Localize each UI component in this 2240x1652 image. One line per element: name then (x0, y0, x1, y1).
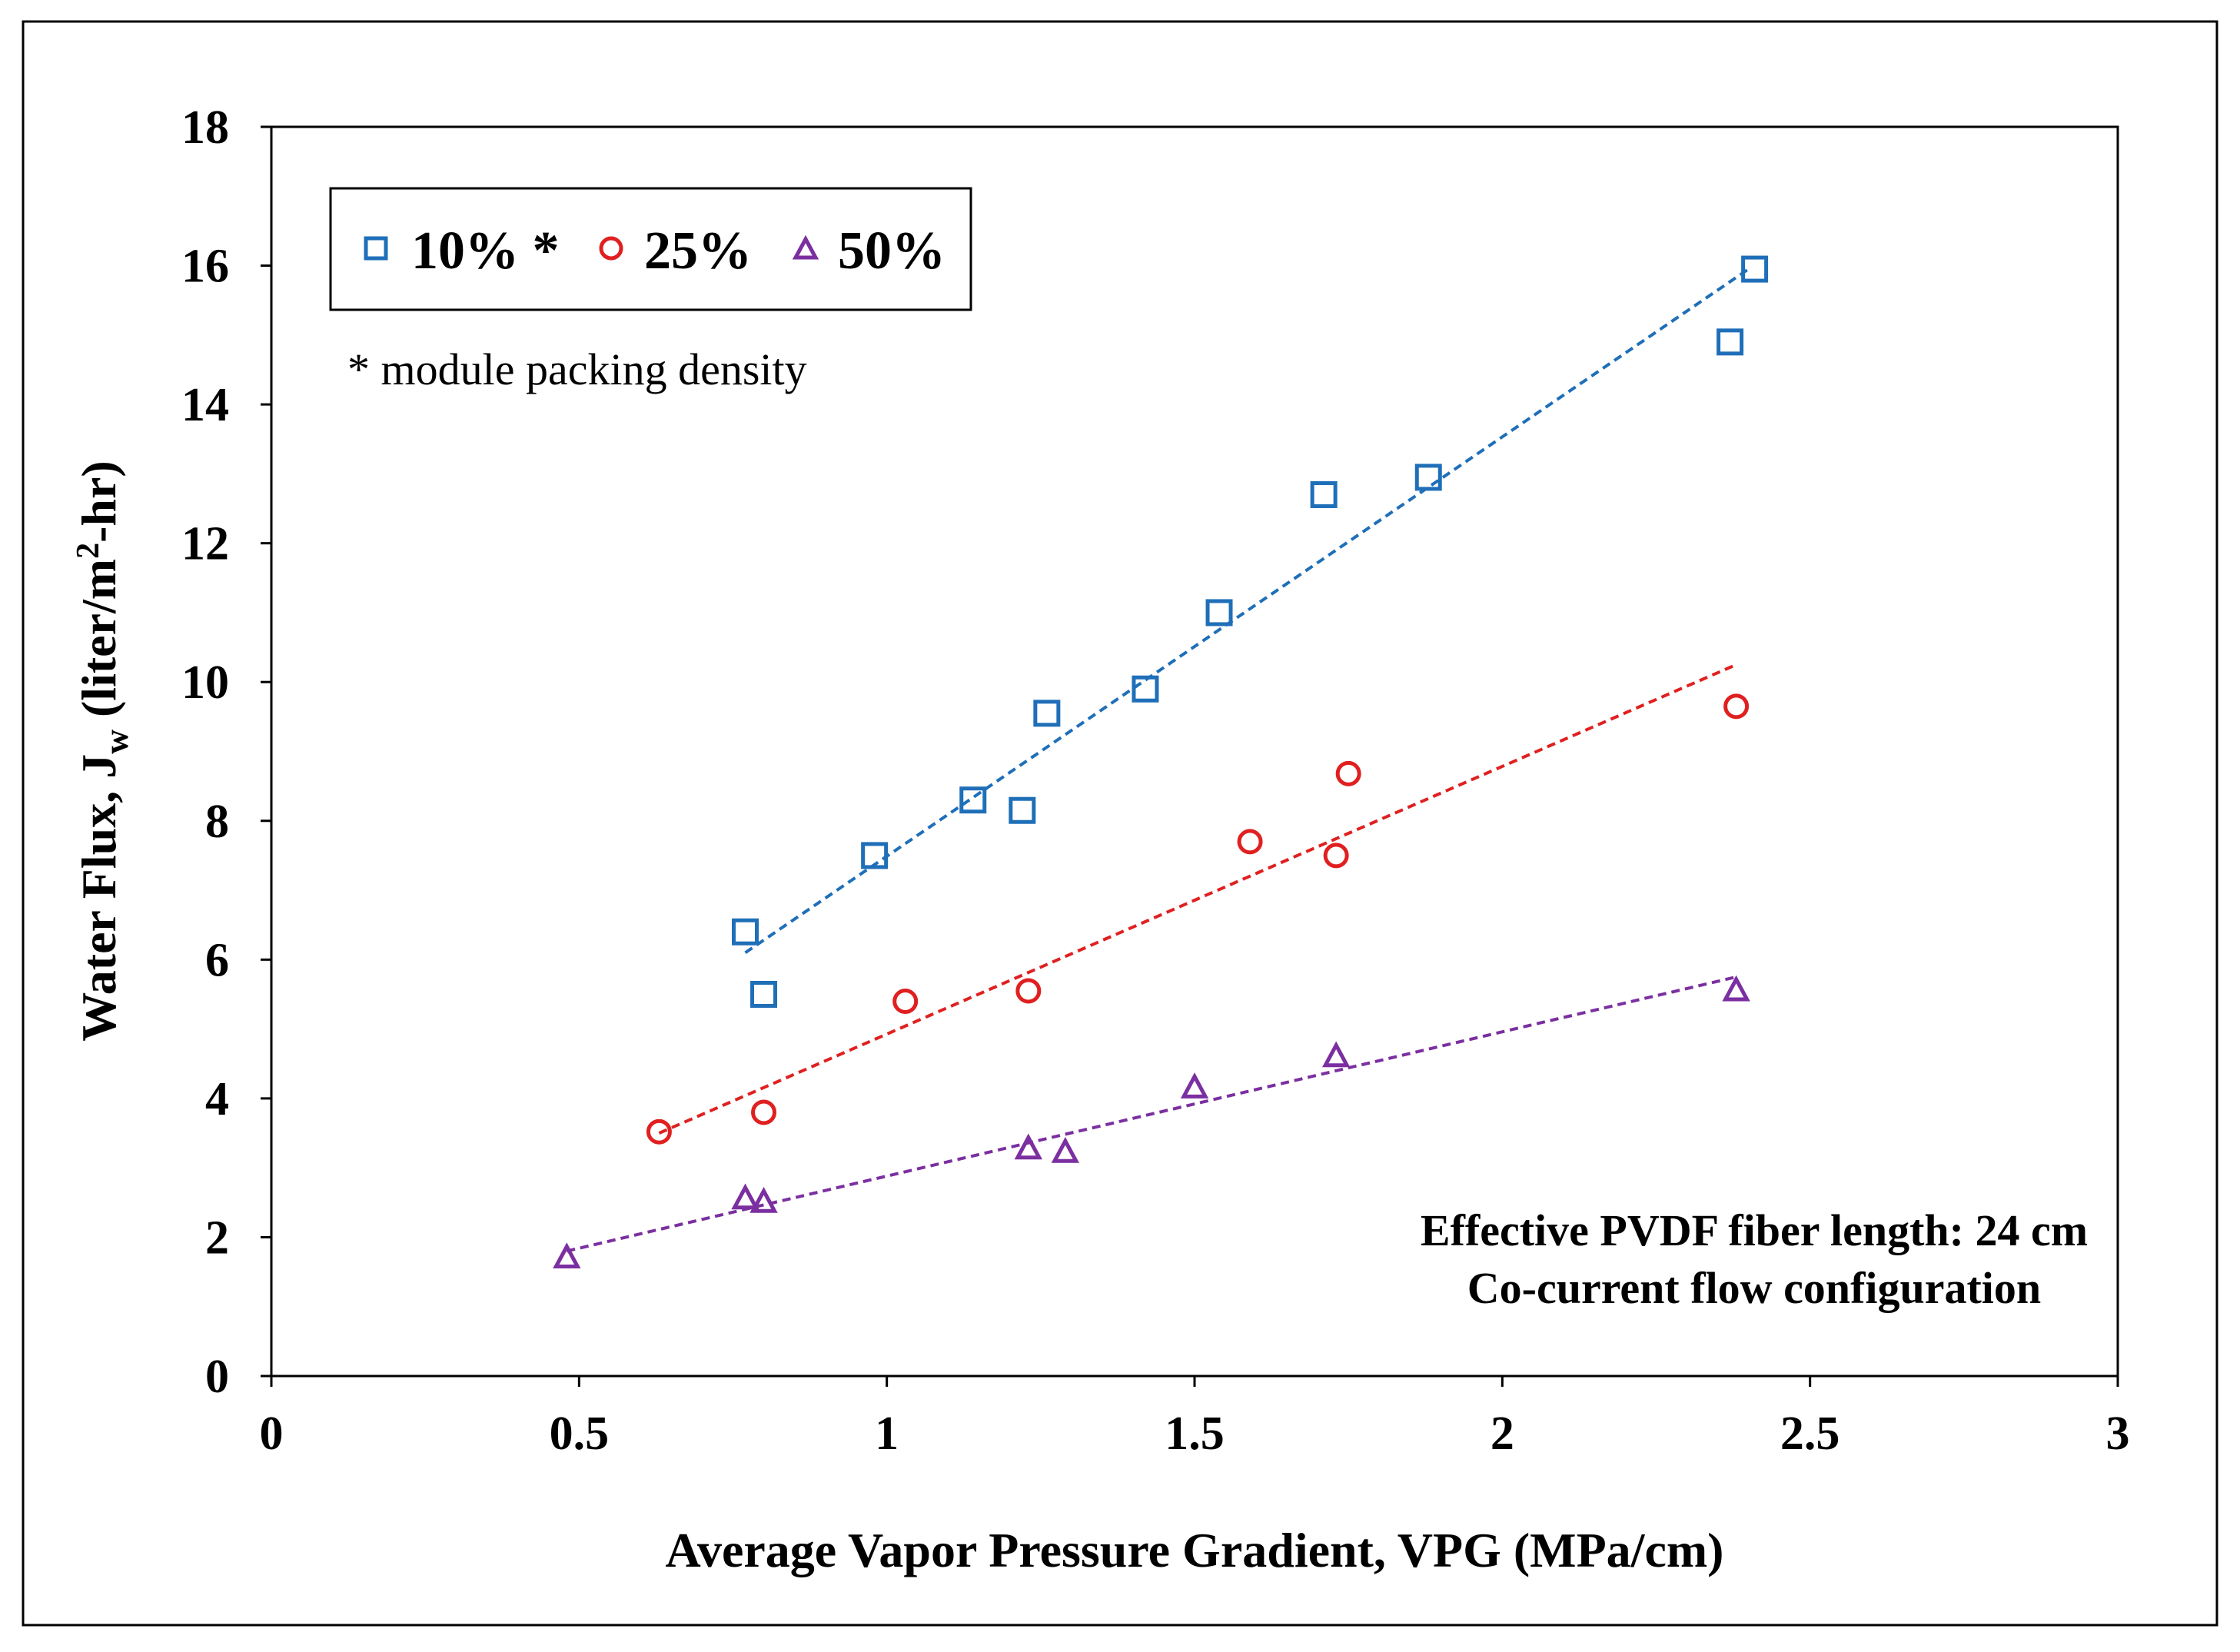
x-tick-label: 0.5 (550, 1408, 610, 1460)
x-tick-label: 2.5 (1780, 1408, 1840, 1460)
legend-label-10: 10% * (411, 221, 560, 281)
plot-area (270, 125, 2119, 1378)
data-point-10 (1741, 255, 1769, 283)
data-point-25 (1015, 978, 1042, 1004)
y-tick-label: 6 (205, 934, 229, 986)
data-point-10 (1414, 464, 1442, 491)
data-point-10 (1033, 700, 1061, 727)
data-point-50 (749, 1187, 778, 1213)
x-tick-label: 2 (1491, 1408, 1514, 1460)
y-tick-label: 18 (181, 101, 229, 154)
y-tick-label: 14 (181, 379, 229, 431)
data-point-10 (1205, 599, 1233, 627)
axis-layer: 0 0.5 1 1.5 2 2.5 3 0 2 4 6 8 10 12 14 16 18 (181, 101, 2130, 1460)
trendline-50 (566, 975, 1737, 1253)
trendline-layer (566, 268, 1750, 1253)
legend-marker-50 (792, 234, 819, 260)
legend-label-25: 25% (644, 221, 752, 281)
marker-layer (553, 255, 1769, 1269)
y-tick-label: 0 (205, 1351, 229, 1403)
data-point-50 (1180, 1072, 1209, 1099)
legend: 10% * 25% 50% (329, 187, 972, 311)
data-point-50 (1014, 1133, 1043, 1160)
trendline-10 (744, 268, 1750, 954)
data-point-25 (1335, 760, 1361, 786)
data-point-50 (1321, 1041, 1351, 1068)
y-tick-label: 8 (205, 796, 229, 848)
data-point-10 (1717, 328, 1744, 356)
legend-label-50: 50% (838, 221, 946, 281)
data-point-10 (732, 918, 759, 946)
data-point-25 (1723, 693, 1750, 720)
annotation-flow-config: Co-current flow configuration (1467, 1263, 2041, 1313)
x-axis-title: Average Vapor Pressure Gradient, VPG (MP… (666, 1523, 1724, 1577)
data-point-10 (861, 842, 889, 869)
data-point-50 (1051, 1137, 1080, 1163)
data-point-10 (1009, 796, 1036, 824)
data-point-50 (731, 1183, 759, 1210)
y-tick-label: 4 (205, 1073, 229, 1125)
data-point-50 (553, 1242, 581, 1269)
data-point-25 (1323, 843, 1349, 869)
data-point-10 (1132, 675, 1159, 703)
packing-density-note: * module packing density (347, 344, 807, 394)
trendline-25 (658, 663, 1737, 1135)
data-point-10 (1310, 480, 1338, 508)
data-point-25 (1237, 829, 1263, 855)
y-tick-label: 12 (181, 518, 229, 570)
x-tick-label: 1 (875, 1408, 899, 1460)
y-tick-label: 10 (181, 656, 229, 709)
x-tick-label: 3 (2106, 1408, 2130, 1460)
y-axis-title: Water Flux, Jw (liter/m2-hr) (71, 460, 135, 1041)
legend-marker-10 (364, 236, 388, 261)
data-point-10 (750, 980, 778, 1008)
data-point-10 (959, 786, 987, 814)
data-point-50 (1722, 975, 1750, 1002)
annotation-fiber-length: Effective PVDF fiber length: 24 cm (1421, 1205, 2088, 1255)
data-point-25 (646, 1119, 672, 1145)
legend-box (329, 187, 972, 311)
y-tick-label: 2 (205, 1212, 229, 1264)
legend-marker-25 (599, 236, 623, 261)
data-point-25 (892, 989, 919, 1014)
x-tick-label: 1.5 (1165, 1408, 1225, 1460)
y-tick-label: 16 (181, 241, 229, 293)
data-point-25 (751, 1099, 777, 1125)
x-tick-label: 0 (260, 1408, 284, 1460)
